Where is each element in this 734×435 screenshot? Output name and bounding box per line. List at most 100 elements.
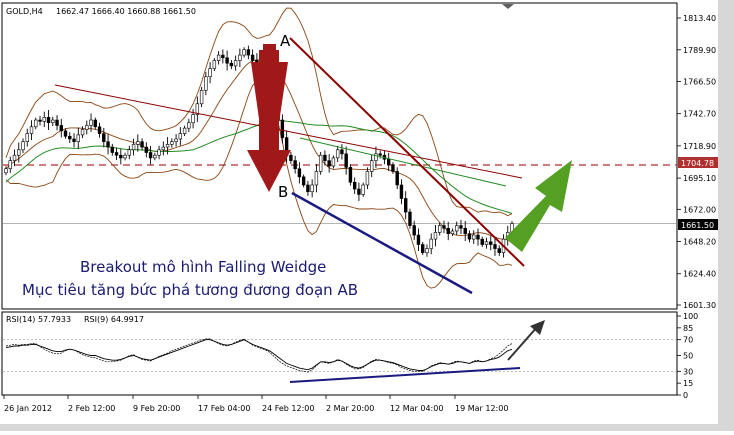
current-price-label: 1661.50 [681, 221, 714, 230]
candle-body [4, 168, 8, 174]
up-arrow [505, 160, 572, 252]
candle-body [467, 233, 472, 240]
candle-body [157, 149, 161, 156]
candle-body [225, 57, 229, 64]
candle-body [191, 114, 195, 124]
candle-body [476, 234, 480, 240]
candle-body [416, 234, 421, 245]
candle-body [314, 171, 319, 186]
candle-body [140, 141, 144, 148]
candle-body [293, 160, 297, 170]
candle-body [438, 225, 442, 233]
candle-body [233, 60, 238, 67]
candle-body [127, 149, 132, 156]
candle-body [450, 230, 455, 234]
candle-body [425, 248, 429, 253]
candle-body [459, 225, 463, 229]
window-shadow-bottom [0, 424, 734, 431]
price-tick-label: 1813.40 [683, 14, 716, 23]
rsi-9-line [5, 338, 513, 373]
candle-body [352, 181, 357, 190]
candle-body [29, 126, 34, 134]
candle-body [348, 167, 353, 183]
price-tick-label: 1695.10 [683, 174, 716, 183]
candle-body [340, 149, 344, 155]
price-tick-label: 1672.00 [683, 205, 716, 214]
rsi-9-readout: RSI(9) 64.9917 [84, 315, 144, 324]
rsi-tick-label: 50 [683, 352, 693, 361]
candle-body [199, 89, 204, 105]
candle-body [335, 149, 340, 159]
rsi-tick-label: 15 [683, 379, 693, 388]
candle-body [17, 149, 21, 156]
candle-body [93, 119, 97, 128]
candle-body [493, 244, 497, 249]
level-price-tag [678, 157, 718, 168]
price-tick-label: 1648.20 [683, 238, 716, 247]
candle-body [391, 164, 395, 172]
candle-body [148, 152, 153, 159]
candle-body [403, 198, 408, 213]
bollinger-upper [5, 7, 513, 217]
candle-body [323, 154, 327, 161]
candle-body [421, 244, 425, 253]
rsi-tick-label: 100 [683, 312, 698, 321]
candle-body [238, 54, 242, 61]
current-price-tag [678, 219, 718, 230]
candle-body [310, 184, 314, 193]
candle-body [123, 154, 127, 159]
price-tick-label: 1718.90 [683, 142, 716, 151]
candle-body [8, 160, 12, 170]
candle-body [114, 152, 119, 156]
chart-symbol: GOLD,H4 [6, 7, 43, 16]
candle-body [102, 133, 106, 142]
candle-body [136, 141, 140, 145]
candle-body [246, 49, 251, 56]
candle-body [212, 60, 217, 69]
candle-body [344, 153, 348, 168]
time-axis: 26 Jan 2012 2 Feb 12:00 9 Feb 20:00 17 Feb … [3, 395, 508, 413]
time-tick-label: 24 Feb 12:00 [262, 404, 314, 413]
candle-body [144, 146, 149, 153]
candle-body [97, 126, 102, 134]
candle-body [484, 241, 489, 245]
rsi-axis: 0 15 30 50 70 85 100 [3, 312, 698, 400]
rsi-tick-label: 70 [683, 336, 693, 345]
price-pane [1, 2, 678, 310]
candle-body [242, 49, 246, 56]
candle-body [153, 154, 157, 159]
candle-body [289, 154, 293, 161]
candle-body [369, 160, 374, 172]
candle-body [170, 141, 174, 145]
time-tick-label: 26 Jan 2012 [4, 404, 52, 413]
candle-body [442, 225, 446, 229]
rsi-tick-label: 0 [683, 391, 688, 400]
candle-body [12, 154, 17, 161]
candle-body [55, 119, 59, 126]
candle-body [399, 184, 404, 199]
candle-body [297, 168, 302, 178]
candle-body [131, 144, 136, 151]
candle-body [72, 138, 76, 142]
candle-body [429, 238, 433, 249]
candle-body [187, 122, 191, 129]
candle-body [21, 141, 25, 151]
time-tick-label: 12 Mar 04:00 [390, 404, 443, 413]
candle-body [174, 138, 178, 142]
price-tick-label: 1624.40 [683, 270, 716, 279]
candle-body [472, 234, 476, 240]
candle-body [497, 248, 501, 253]
price-tick-label: 1789.90 [683, 46, 716, 55]
candle-body [250, 54, 255, 61]
rsi-arrow-head [530, 320, 545, 335]
down-arrow-shaft [247, 50, 291, 192]
candle-body [204, 76, 208, 91]
candle-body [327, 160, 331, 167]
candle-body [38, 119, 42, 122]
long-downtrend-line [54, 84, 523, 179]
candle-body [229, 62, 234, 67]
candle-body [119, 154, 123, 159]
candle-body [395, 171, 399, 186]
candle-body [195, 103, 200, 115]
